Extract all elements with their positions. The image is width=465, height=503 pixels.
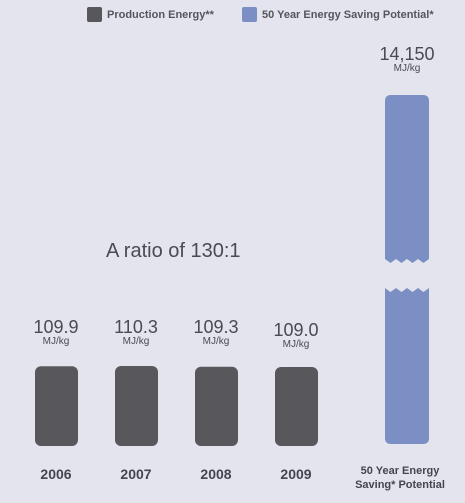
value-2008: 109.3 <box>193 317 239 337</box>
tick-label-2009: 2009 <box>280 466 312 482</box>
data-label-2006: 109.9 MJ/kg <box>16 318 96 347</box>
bar-2006 <box>35 366 78 446</box>
tick-label-2006: 2006 <box>40 466 72 482</box>
legend-label-saving: 50 Year Energy Saving Potential* <box>262 8 434 21</box>
bar-saving-lower <box>385 288 429 444</box>
tick-label-2007: 2007 <box>120 466 152 482</box>
value-2007: 110.3 <box>114 317 158 337</box>
tick-label-saving-line1: 50 Year Energy <box>360 465 440 477</box>
value-saving: 14,150 <box>379 44 435 64</box>
value-2009: 109.0 <box>273 320 319 340</box>
legend-item-production: Production Energy** <box>87 7 214 22</box>
data-label-saving: 14,150 MJ/kg <box>367 45 447 74</box>
unit-2009: MJ/kg <box>282 339 310 350</box>
data-label-2009: 109.0 MJ/kg <box>256 321 336 350</box>
data-label-2007: 110.3 MJ/kg <box>96 318 176 347</box>
ratio-annotation: A ratio of 130:1 <box>106 240 241 262</box>
bar-saving-upper <box>385 95 429 263</box>
legend-item-saving: 50 Year Energy Saving Potential* <box>242 7 434 22</box>
unit-2008: MJ/kg <box>202 336 230 347</box>
tick-label-saving: 50 Year Energy Saving* Potential <box>340 464 460 492</box>
bar-2007 <box>115 366 158 446</box>
value-2006: 109.9 <box>33 317 79 337</box>
tick-label-2008: 2008 <box>200 466 232 482</box>
unit-2006: MJ/kg <box>42 336 70 347</box>
tick-label-saving-line2: Saving* Potential <box>355 479 445 491</box>
unit-2007: MJ/kg <box>122 336 150 347</box>
data-label-2008: 109.3 MJ/kg <box>176 318 256 347</box>
bar-2009 <box>275 366 318 446</box>
unit-saving: MJ/kg <box>393 63 421 74</box>
legend-swatch-production <box>87 7 102 22</box>
bar-2008 <box>195 366 238 446</box>
legend-label-production: Production Energy** <box>107 8 214 21</box>
legend-swatch-saving <box>242 7 257 22</box>
